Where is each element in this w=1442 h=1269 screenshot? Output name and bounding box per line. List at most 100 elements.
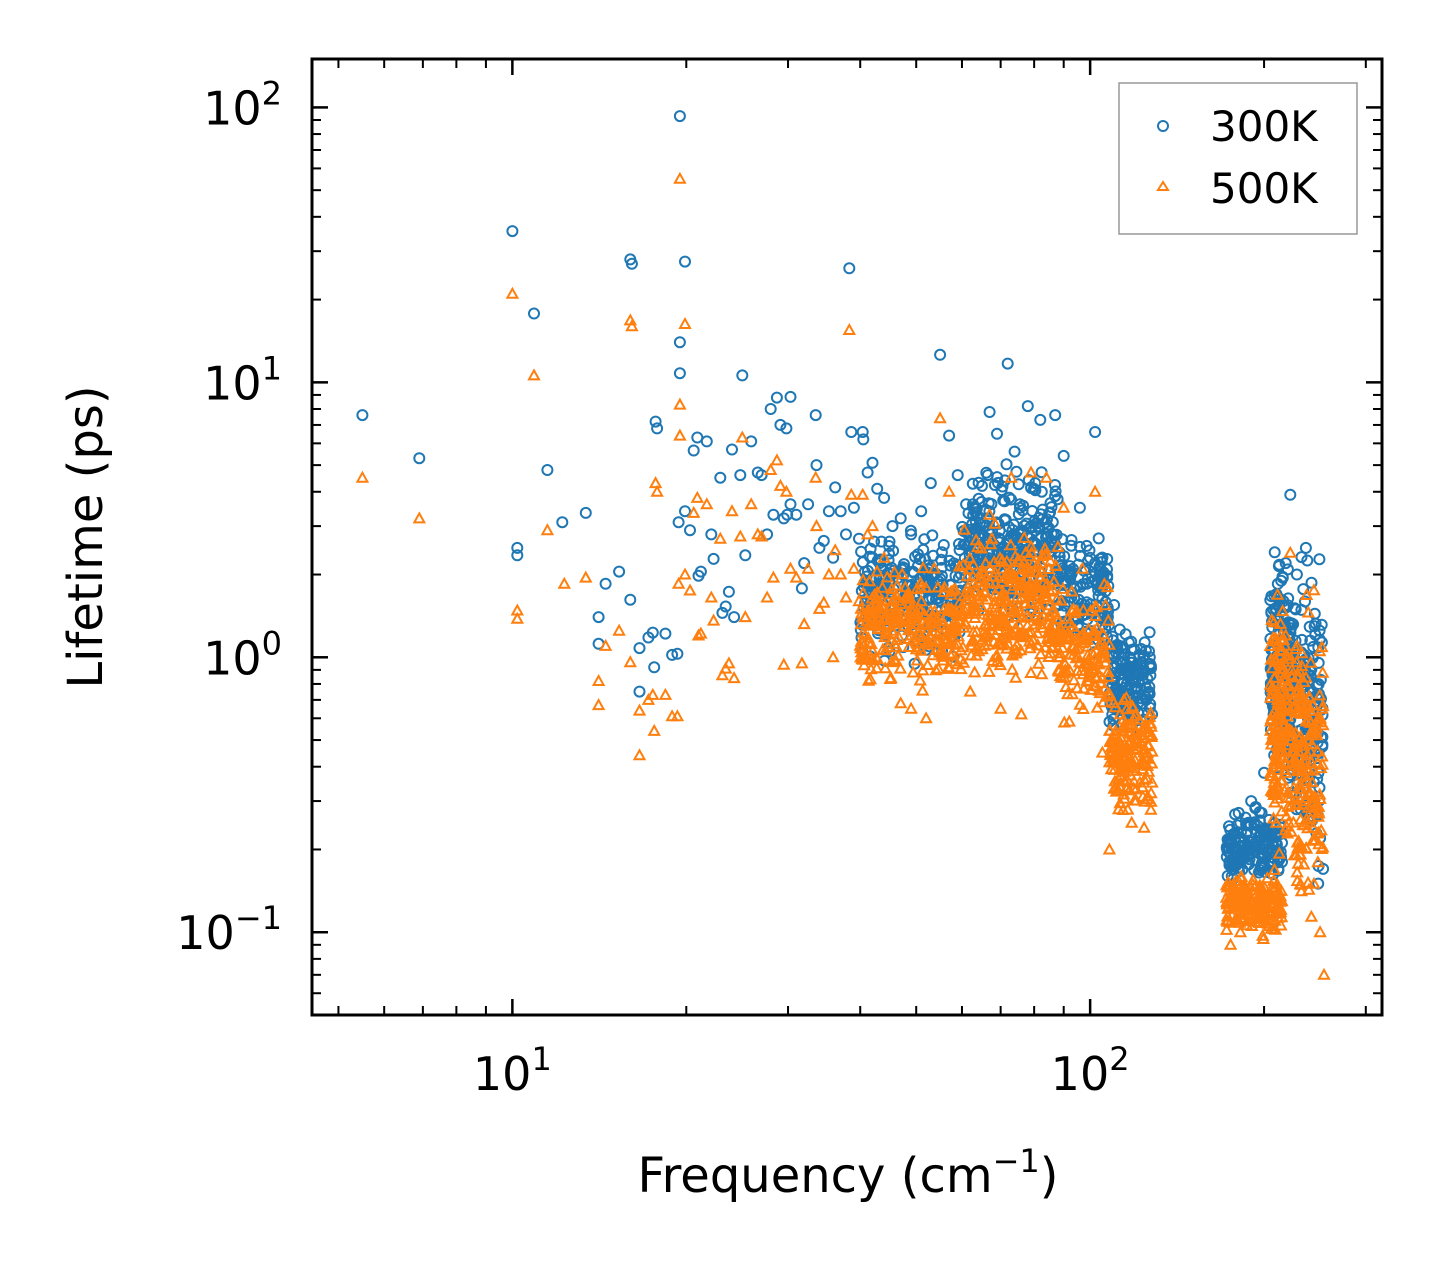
point-500k	[1294, 884, 1309, 897]
point-500k	[1096, 627, 1110, 640]
point-500k	[936, 618, 950, 631]
point-500k	[1102, 637, 1116, 650]
point-500k	[987, 597, 1001, 610]
point-500k	[1301, 821, 1315, 834]
point-300k	[734, 469, 747, 482]
point-500k	[962, 562, 976, 575]
point-500k	[625, 319, 639, 332]
point-500k	[1290, 638, 1304, 651]
point-500k	[1144, 802, 1158, 815]
point-500k	[878, 661, 892, 674]
legend-label-500k: 500K	[1210, 164, 1319, 213]
point-300k	[1252, 866, 1265, 879]
point-500k	[1115, 757, 1129, 770]
point-500k	[1012, 604, 1027, 617]
point-500k	[1052, 629, 1066, 642]
point-500k	[910, 653, 924, 666]
point-500k	[1024, 665, 1038, 678]
point-500k	[1284, 824, 1298, 837]
point-300k	[809, 409, 822, 422]
point-300k	[1238, 850, 1251, 863]
point-300k	[1258, 826, 1271, 839]
point-500k	[1128, 708, 1142, 721]
point-500k	[1090, 700, 1104, 713]
point-300k	[924, 477, 937, 490]
point-500k	[1272, 846, 1286, 859]
point-500k	[877, 550, 891, 563]
point-500k	[735, 430, 749, 443]
point-300k	[1133, 648, 1146, 661]
point-500k	[1125, 717, 1139, 730]
point-500k	[1141, 792, 1155, 805]
point-500k	[1295, 646, 1309, 659]
point-500k	[1086, 627, 1100, 640]
point-500k	[1270, 587, 1285, 600]
point-500k	[899, 588, 914, 601]
point-500k	[1234, 870, 1248, 883]
point-500k	[980, 613, 995, 626]
point-500k	[963, 551, 977, 564]
point-500k	[598, 638, 613, 651]
point-500k	[678, 567, 692, 580]
point-500k	[1113, 707, 1127, 720]
point-500k	[931, 580, 945, 593]
point-300k	[905, 528, 918, 541]
point-300k	[817, 534, 830, 547]
point-500k	[1315, 841, 1329, 854]
point-500k	[1031, 613, 1045, 626]
point-500k	[929, 663, 943, 676]
point-500k	[885, 607, 900, 620]
point-500k	[1084, 682, 1098, 695]
point-500k	[1257, 893, 1271, 906]
point-500k	[1057, 715, 1071, 728]
point-500k	[894, 696, 908, 709]
point-500k	[1269, 654, 1284, 667]
point-300k	[1250, 841, 1263, 854]
point-500k	[1219, 922, 1234, 935]
point-300k	[963, 523, 976, 536]
point-500k	[540, 523, 555, 536]
point-500k	[1031, 557, 1045, 570]
point-300k	[739, 549, 752, 562]
point-300k	[967, 509, 980, 522]
point-300k	[774, 418, 787, 431]
point-300k	[1001, 357, 1014, 370]
point-300k	[1245, 795, 1258, 808]
point-500k	[1220, 914, 1235, 927]
point-500k	[1268, 670, 1282, 683]
point-500k	[704, 590, 718, 603]
point-300k	[1224, 832, 1237, 845]
point-500k	[1311, 798, 1325, 811]
point-500k	[1028, 565, 1042, 578]
point-500k	[1046, 582, 1060, 595]
point-300k	[1135, 656, 1148, 668]
point-500k	[801, 561, 815, 574]
point-500k	[1073, 697, 1087, 710]
point-300k	[673, 367, 686, 380]
point-500k	[1101, 664, 1115, 677]
point-300k	[777, 512, 790, 525]
point-300k	[1017, 499, 1030, 512]
point-500k	[937, 647, 951, 660]
point-500k	[884, 655, 899, 668]
point-300k	[1253, 806, 1266, 818]
point-500k	[1118, 764, 1132, 777]
point-500k	[856, 573, 870, 586]
point-500k	[1110, 743, 1124, 756]
point-500k	[916, 663, 930, 676]
point-500k	[1008, 622, 1022, 635]
point-500k	[1271, 636, 1285, 649]
point-500k	[1263, 908, 1278, 921]
point-300k	[1092, 532, 1105, 545]
point-500k	[510, 611, 524, 624]
point-300k	[1267, 604, 1280, 616]
point-500k	[1107, 695, 1121, 708]
point-500k	[1056, 581, 1070, 594]
point-500k	[1098, 650, 1112, 663]
point-500k	[1051, 539, 1065, 552]
point-500k	[860, 603, 875, 616]
point-300k	[1089, 426, 1102, 438]
tick-labels: 101 102 10−1 100 101 102	[176, 74, 1129, 1101]
point-300k	[1246, 841, 1259, 853]
point-300k	[1268, 669, 1281, 682]
